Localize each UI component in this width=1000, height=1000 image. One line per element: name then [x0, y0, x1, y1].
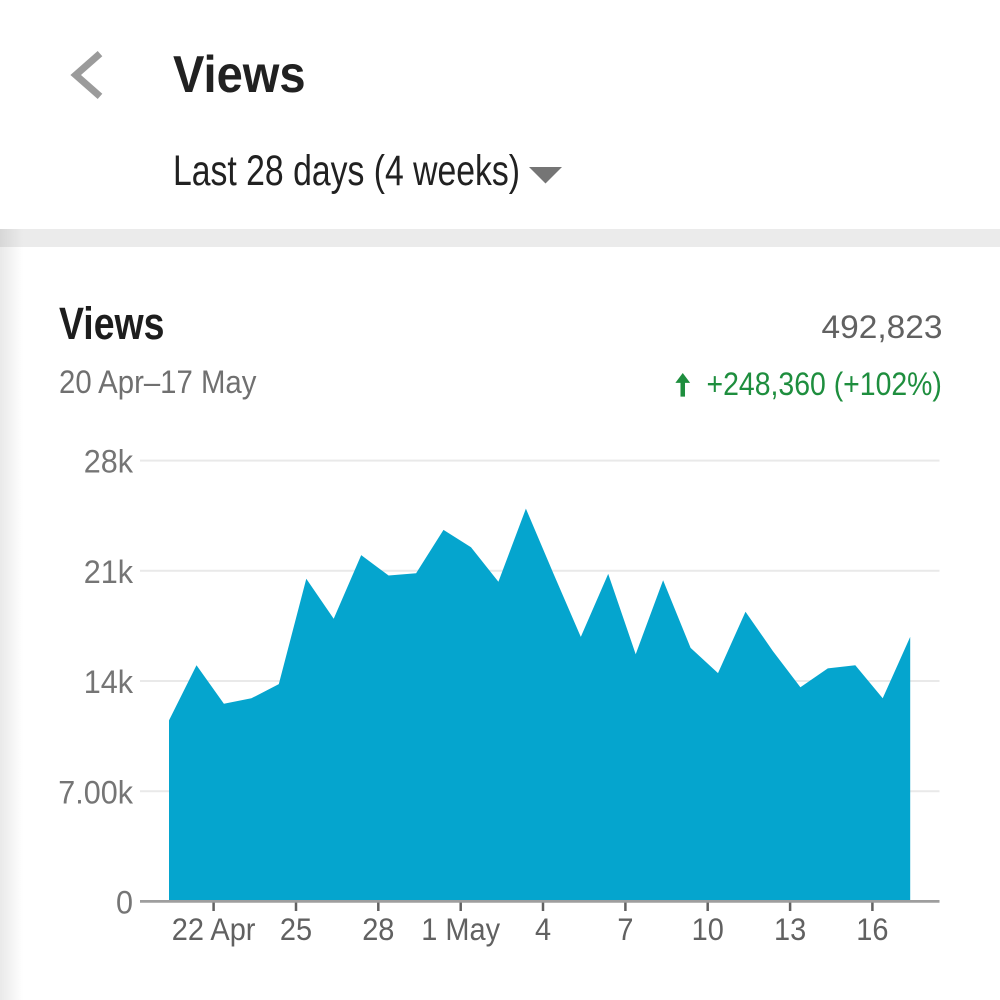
section-divider — [0, 229, 1000, 247]
y-axis-label: 14k — [84, 664, 134, 700]
chevron-left-stroke — [70, 50, 103, 100]
metric-delta-text: +248,360 (+102%) — [706, 365, 942, 403]
x-axis-label: 28 — [362, 912, 394, 947]
period-selector[interactable]: Last 28 days (4 weeks) — [140, 140, 600, 198]
dropdown-arrow-icon — [529, 167, 562, 184]
x-axis-label: 4 — [535, 912, 551, 947]
x-axis-label: 7 — [617, 912, 633, 947]
x-axis-label: 25 — [280, 912, 312, 947]
metric-title: Views — [59, 297, 165, 349]
x-axis-label: 10 — [692, 912, 724, 947]
arrow-up-shape — [675, 373, 691, 397]
dropdown-arrow-shape — [529, 167, 562, 184]
page-title: Views — [172, 46, 306, 105]
x-axis-label: 16 — [856, 912, 888, 947]
chevron-left-icon — [70, 50, 103, 100]
x-axis-label: 1 May — [421, 912, 500, 947]
y-axis-label: 7.00k — [58, 774, 133, 810]
metric-date-range: 20 Apr–17 May — [59, 363, 257, 400]
back-button[interactable] — [56, 40, 116, 110]
y-axis-label: 0 — [116, 885, 133, 921]
period-selector-label: Last 28 days (4 weeks) — [172, 148, 520, 195]
y-axis-label: 28k — [84, 444, 134, 480]
chart-canvas: 22 Apr 25 28 1 May 4 7 10 13 16 0 7.00k 14k 21k 28k — [58, 444, 940, 947]
area-series-views — [169, 508, 911, 902]
metric-total-value: 492,823 — [820, 309, 942, 345]
app-bar: Views Last 28 days (4 weeks) — [0, 0, 1000, 229]
y-axis-label: 21k — [84, 554, 134, 590]
views-area-chart[interactable]: 22 Apr 25 28 1 May 4 7 10 13 16 0 7.00k 14k 21k 28k — [0, 420, 1000, 980]
arrow-up-icon — [675, 373, 691, 397]
x-axis-label: 13 — [774, 912, 806, 947]
x-axis-label: 22 Apr — [172, 912, 256, 947]
